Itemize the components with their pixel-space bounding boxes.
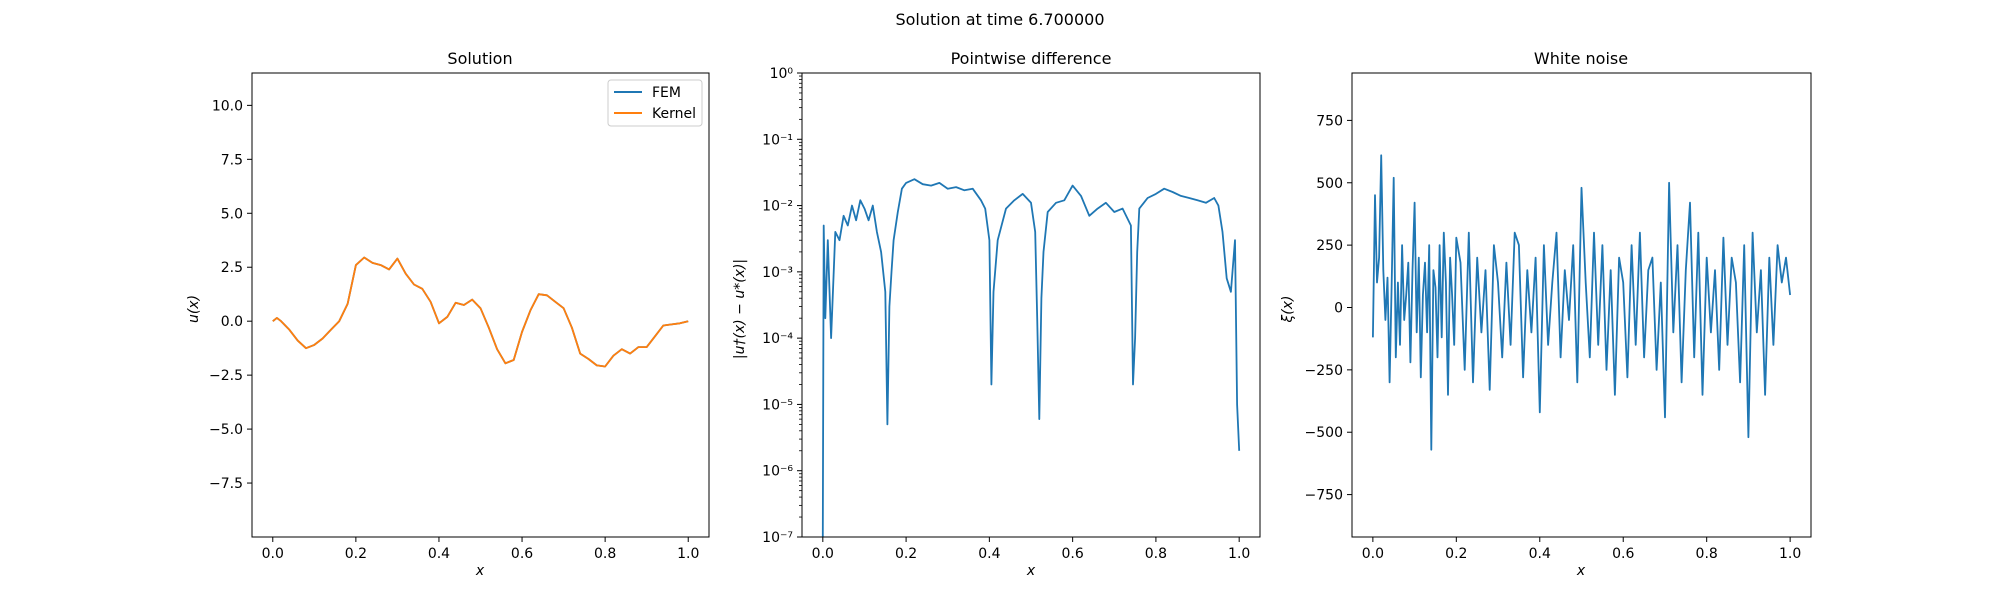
panel-solution-ylabel: u(x)	[186, 295, 202, 323]
figure-suptitle: Solution at time 6.700000	[895, 10, 1104, 29]
panel-solution: Solution x u(x) 0.0 0.2 0.4 0.6 0.8 1.0 −7.5 −5…	[186, 49, 710, 579]
y-tick-label: −2.5	[209, 368, 243, 384]
y-tick-label: 5.0	[221, 206, 243, 222]
y-tick-label: 10⁰	[770, 66, 794, 82]
y-tick-label: −250	[1305, 363, 1343, 379]
y-tick-label: 250	[1316, 238, 1343, 254]
x-tick-label: 1.0	[677, 546, 699, 562]
y-tick-label: 10⁻⁴	[762, 331, 793, 347]
series-line	[821, 178, 1241, 538]
panel-difference-ylabel: |u†(x) − u*(x)|	[732, 259, 748, 359]
series-kernel-line	[272, 256, 689, 368]
panel-solution-plot-area	[272, 256, 689, 368]
x-tick-label: 0.6	[1062, 546, 1084, 562]
y-tick-label: 0	[1334, 300, 1343, 316]
y-tick-label: 10⁻⁶	[762, 464, 793, 480]
panel-difference-frame	[801, 72, 1261, 538]
x-tick-label: 0.8	[1145, 546, 1167, 562]
y-tick-label: 10⁻²	[762, 199, 793, 215]
x-tick-label: 0.0	[812, 546, 834, 562]
y-tick-label: −5.0	[209, 422, 243, 438]
x-tick-label: 1.0	[1228, 546, 1250, 562]
x-tick-label: 1.0	[1779, 546, 1801, 562]
y-tick-label: 10⁻⁵	[762, 397, 793, 413]
x-tick-label: 0.4	[428, 546, 450, 562]
x-tick-label: 0.6	[511, 546, 533, 562]
legend-kernel-label: Kernel	[652, 106, 696, 122]
y-tick-label: 10⁻¹	[762, 132, 793, 148]
x-tick-label: 0.2	[345, 546, 367, 562]
y-tick-label: 7.5	[221, 152, 243, 168]
x-tick-label: 0.6	[1612, 546, 1634, 562]
x-tick-label: 0.2	[895, 546, 917, 562]
panel-solution-frame	[251, 72, 710, 538]
y-tick-label: 500	[1316, 176, 1343, 192]
panel-noise-xlabel: x	[1576, 563, 1586, 579]
panel-pointwise-difference: Pointwise difference x |u†(x) − u*(x)| 0…	[732, 49, 1261, 579]
panel-solution-legend: FEM Kernel	[607, 79, 703, 127]
panel-white-noise: White noise x ξ(x) 0.0 0.2 0.4 0.6 0.8 1.0 −75…	[1280, 49, 1812, 579]
panel-difference-xlabel: x	[1026, 563, 1036, 579]
y-tick-label: 0.0	[221, 314, 243, 330]
y-tick-label: 2.5	[221, 260, 243, 276]
x-tick-label: 0.0	[1362, 546, 1384, 562]
y-tick-label: 10.0	[212, 98, 243, 114]
x-tick-label: 0.8	[594, 546, 616, 562]
x-tick-label: 0.4	[1529, 546, 1551, 562]
panel-solution-title: Solution	[447, 49, 512, 68]
panel-noise-frame	[1351, 72, 1812, 538]
panel-solution-xlabel: x	[475, 563, 485, 579]
panel-noise-ticks: 0.0 0.2 0.4 0.6 0.8 1.0 −750 −500 −250 0 250 500 750	[1305, 113, 1802, 562]
panel-difference-plot-area	[821, 178, 1241, 538]
panel-noise-ylabel: ξ(x)	[1280, 295, 1296, 323]
panel-noise-title: White noise	[1534, 49, 1628, 68]
y-tick-label: 10⁻⁷	[762, 530, 793, 546]
x-tick-label: 0.0	[262, 546, 284, 562]
x-tick-label: 0.4	[978, 546, 1000, 562]
panel-noise-plot-area	[1372, 154, 1791, 451]
y-tick-label: −7.5	[209, 476, 243, 492]
y-tick-label: −750	[1305, 488, 1343, 504]
legend-fem-label: FEM	[652, 85, 681, 101]
series-line	[1372, 154, 1791, 451]
x-tick-label: 0.2	[1445, 546, 1467, 562]
panel-difference-title: Pointwise difference	[951, 49, 1112, 68]
y-tick-label: −500	[1305, 425, 1343, 441]
panel-difference-ticks: 0.0 0.2 0.4 0.6 0.8 1.0 10⁻⁷ 10⁻⁶ 10⁻⁵ 10⁻⁴ 10⁻³ 10…	[762, 66, 1250, 562]
y-tick-label: 10⁻³	[762, 265, 793, 281]
y-tick-label: 750	[1316, 113, 1343, 129]
panel-solution-ticks: 0.0 0.2 0.4 0.6 0.8 1.0 −7.5 −5.0 −2.5 0.0 2.5 5.0 7…	[209, 98, 699, 562]
x-tick-label: 0.8	[1696, 546, 1718, 562]
